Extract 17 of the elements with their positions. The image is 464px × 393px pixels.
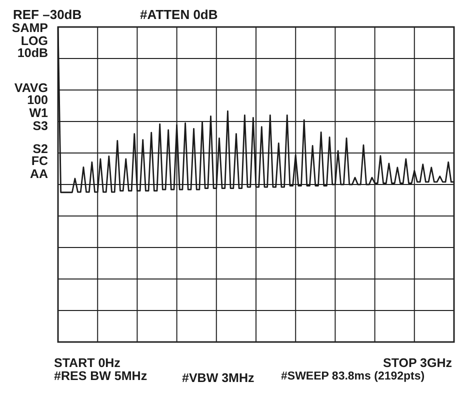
text: FC [31,154,48,169]
text: #SWEEP 83.8ms (2192pts) [281,370,425,384]
text: LOG [20,34,48,48]
text: REF –30dB [13,6,82,22]
text: #ATTEN 0dB [140,6,218,22]
text: 10dB [17,46,48,61]
text: 100 [27,93,48,108]
text: SAMP [12,21,48,36]
text: S2 [32,142,48,156]
text: #VBW 3MHz [182,371,254,386]
text: VAVG [14,81,48,96]
text: START 0Hz [54,356,120,371]
text: W1 [29,106,48,121]
text: #RES BW 5MHz [54,369,148,384]
text: AA [30,167,48,182]
text: STOP 3GHz [382,356,452,371]
text: S3 [32,119,48,134]
